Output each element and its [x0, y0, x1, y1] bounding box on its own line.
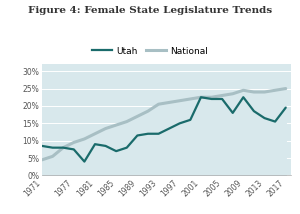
- Text: Figure 4: Female State Legislature Trends: Figure 4: Female State Legislature Trend…: [28, 6, 272, 15]
- Legend: Utah, National: Utah, National: [89, 43, 211, 59]
